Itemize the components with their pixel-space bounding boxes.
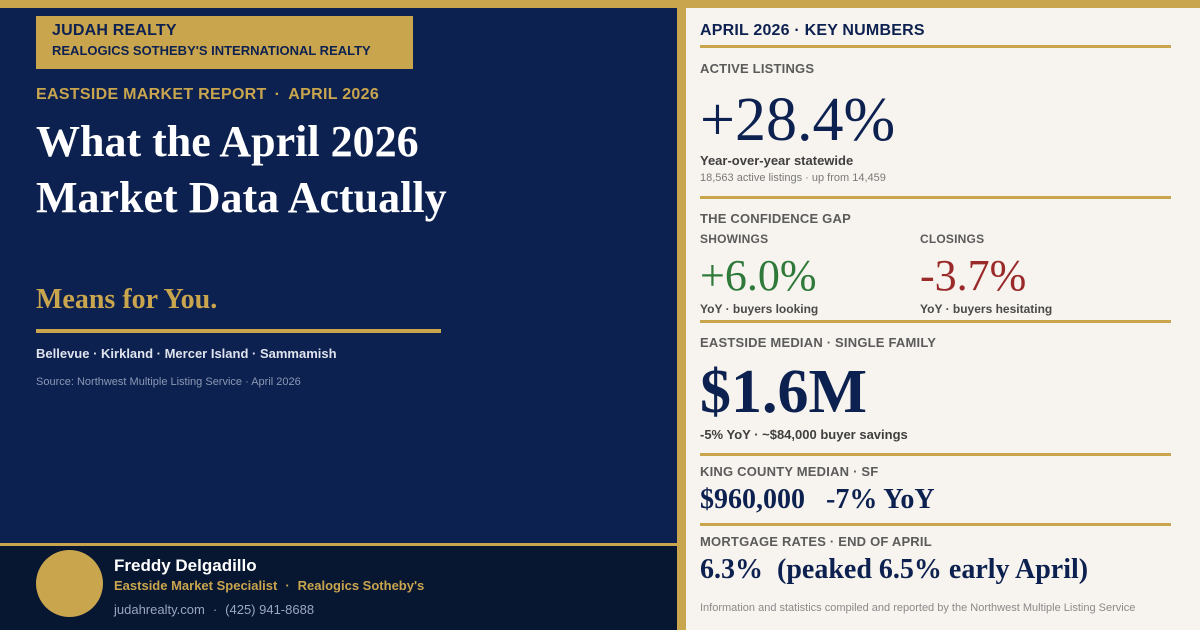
title-divider bbox=[36, 329, 441, 333]
showings-note: YoY · buyers looking bbox=[700, 302, 819, 316]
closings-label: CLOSINGS bbox=[920, 232, 985, 246]
mortgage-rates-value: 6.3% (peaked 6.5% early April) bbox=[700, 554, 1089, 585]
agent-website-link[interactable]: judahrealty.com bbox=[114, 602, 205, 617]
active-listings-label: ACTIVE LISTINGS bbox=[700, 61, 815, 76]
brand-badge: JUDAH REALTY REALOGICS SOTHEBY'S INTERNA… bbox=[36, 16, 413, 69]
brand-affiliation: REALOGICS SOTHEBY'S INTERNATIONAL REALTY bbox=[52, 43, 371, 58]
eyebrow-date: APRIL 2026 bbox=[288, 86, 380, 103]
page-title: What the April 2026 Market Data Actually bbox=[36, 117, 447, 222]
eastside-median-note: -5% YoY · ~$84,000 buyer savings bbox=[700, 427, 908, 442]
closings-note: YoY · buyers hesitating bbox=[920, 302, 1053, 316]
agent-phone-link[interactable]: (425) 941-8688 bbox=[225, 602, 315, 617]
panel-divider bbox=[677, 0, 686, 630]
agent-contact-separator: · bbox=[212, 602, 218, 617]
mortgage-rates-label: MORTGAGE RATES · END OF APRIL bbox=[700, 534, 932, 549]
page-title-accent: Means for You. bbox=[36, 284, 218, 315]
avatar bbox=[36, 550, 103, 617]
eyebrow-separator: · bbox=[274, 86, 281, 103]
footer-divider bbox=[0, 543, 677, 546]
section-divider bbox=[700, 196, 1171, 199]
agent-title-separator: · bbox=[285, 578, 290, 593]
report-hero-panel bbox=[0, 8, 677, 543]
section-divider bbox=[700, 453, 1171, 456]
section-divider bbox=[700, 320, 1171, 323]
report-eyebrow: EASTSIDE MARKET REPORT · APRIL 2026 bbox=[36, 86, 379, 104]
eyebrow-title: EASTSIDE MARKET REPORT bbox=[36, 86, 267, 103]
agent-company: Realogics Sotheby's bbox=[297, 578, 425, 593]
agent-role: Eastside Market Specialist bbox=[114, 578, 278, 593]
top-gold-bar bbox=[0, 0, 1200, 8]
eastside-median-value: $1.6M bbox=[700, 358, 868, 426]
showings-label: SHOWINGS bbox=[700, 232, 769, 246]
active-listings-detail: 18,563 active listings · up from 14,459 bbox=[700, 172, 886, 184]
confidence-gap-label: THE CONFIDENCE GAP bbox=[700, 211, 851, 226]
agent-contact: judahrealty.com · (425) 941-8688 bbox=[114, 602, 314, 617]
section-divider bbox=[700, 45, 1171, 48]
eastside-median-label: EASTSIDE MEDIAN · SINGLE FAMILY bbox=[700, 335, 937, 350]
active-listings-value: +28.4% bbox=[700, 86, 896, 154]
key-numbers-panel: APRIL 2026 · KEY NUMBERS ACTIVE LISTINGS… bbox=[686, 8, 1200, 630]
data-footnote: Information and statistics compiled and … bbox=[700, 602, 1136, 614]
service-areas: Bellevue · Kirkland · Mercer Island · Sa… bbox=[36, 346, 337, 361]
active-listings-subtitle: Year-over-year statewide bbox=[700, 153, 854, 168]
agent-title: Eastside Market Specialist · Realogics Sot… bbox=[114, 578, 424, 593]
agent-footer bbox=[0, 546, 677, 630]
key-numbers-header: APRIL 2026 · KEY NUMBERS bbox=[700, 22, 925, 39]
king-county-value: $960,000 -7% YoY bbox=[700, 484, 935, 515]
source-citation: Source: Northwest Multiple Listing Servi… bbox=[36, 376, 301, 388]
section-divider bbox=[700, 523, 1171, 526]
king-county-label: KING COUNTY MEDIAN · SF bbox=[700, 464, 879, 479]
showings-value: +6.0% bbox=[700, 251, 817, 300]
agent-name: Freddy Delgadillo bbox=[114, 556, 257, 575]
closings-value: -3.7% bbox=[920, 251, 1027, 300]
brand-name: JUDAH REALTY bbox=[52, 22, 177, 39]
